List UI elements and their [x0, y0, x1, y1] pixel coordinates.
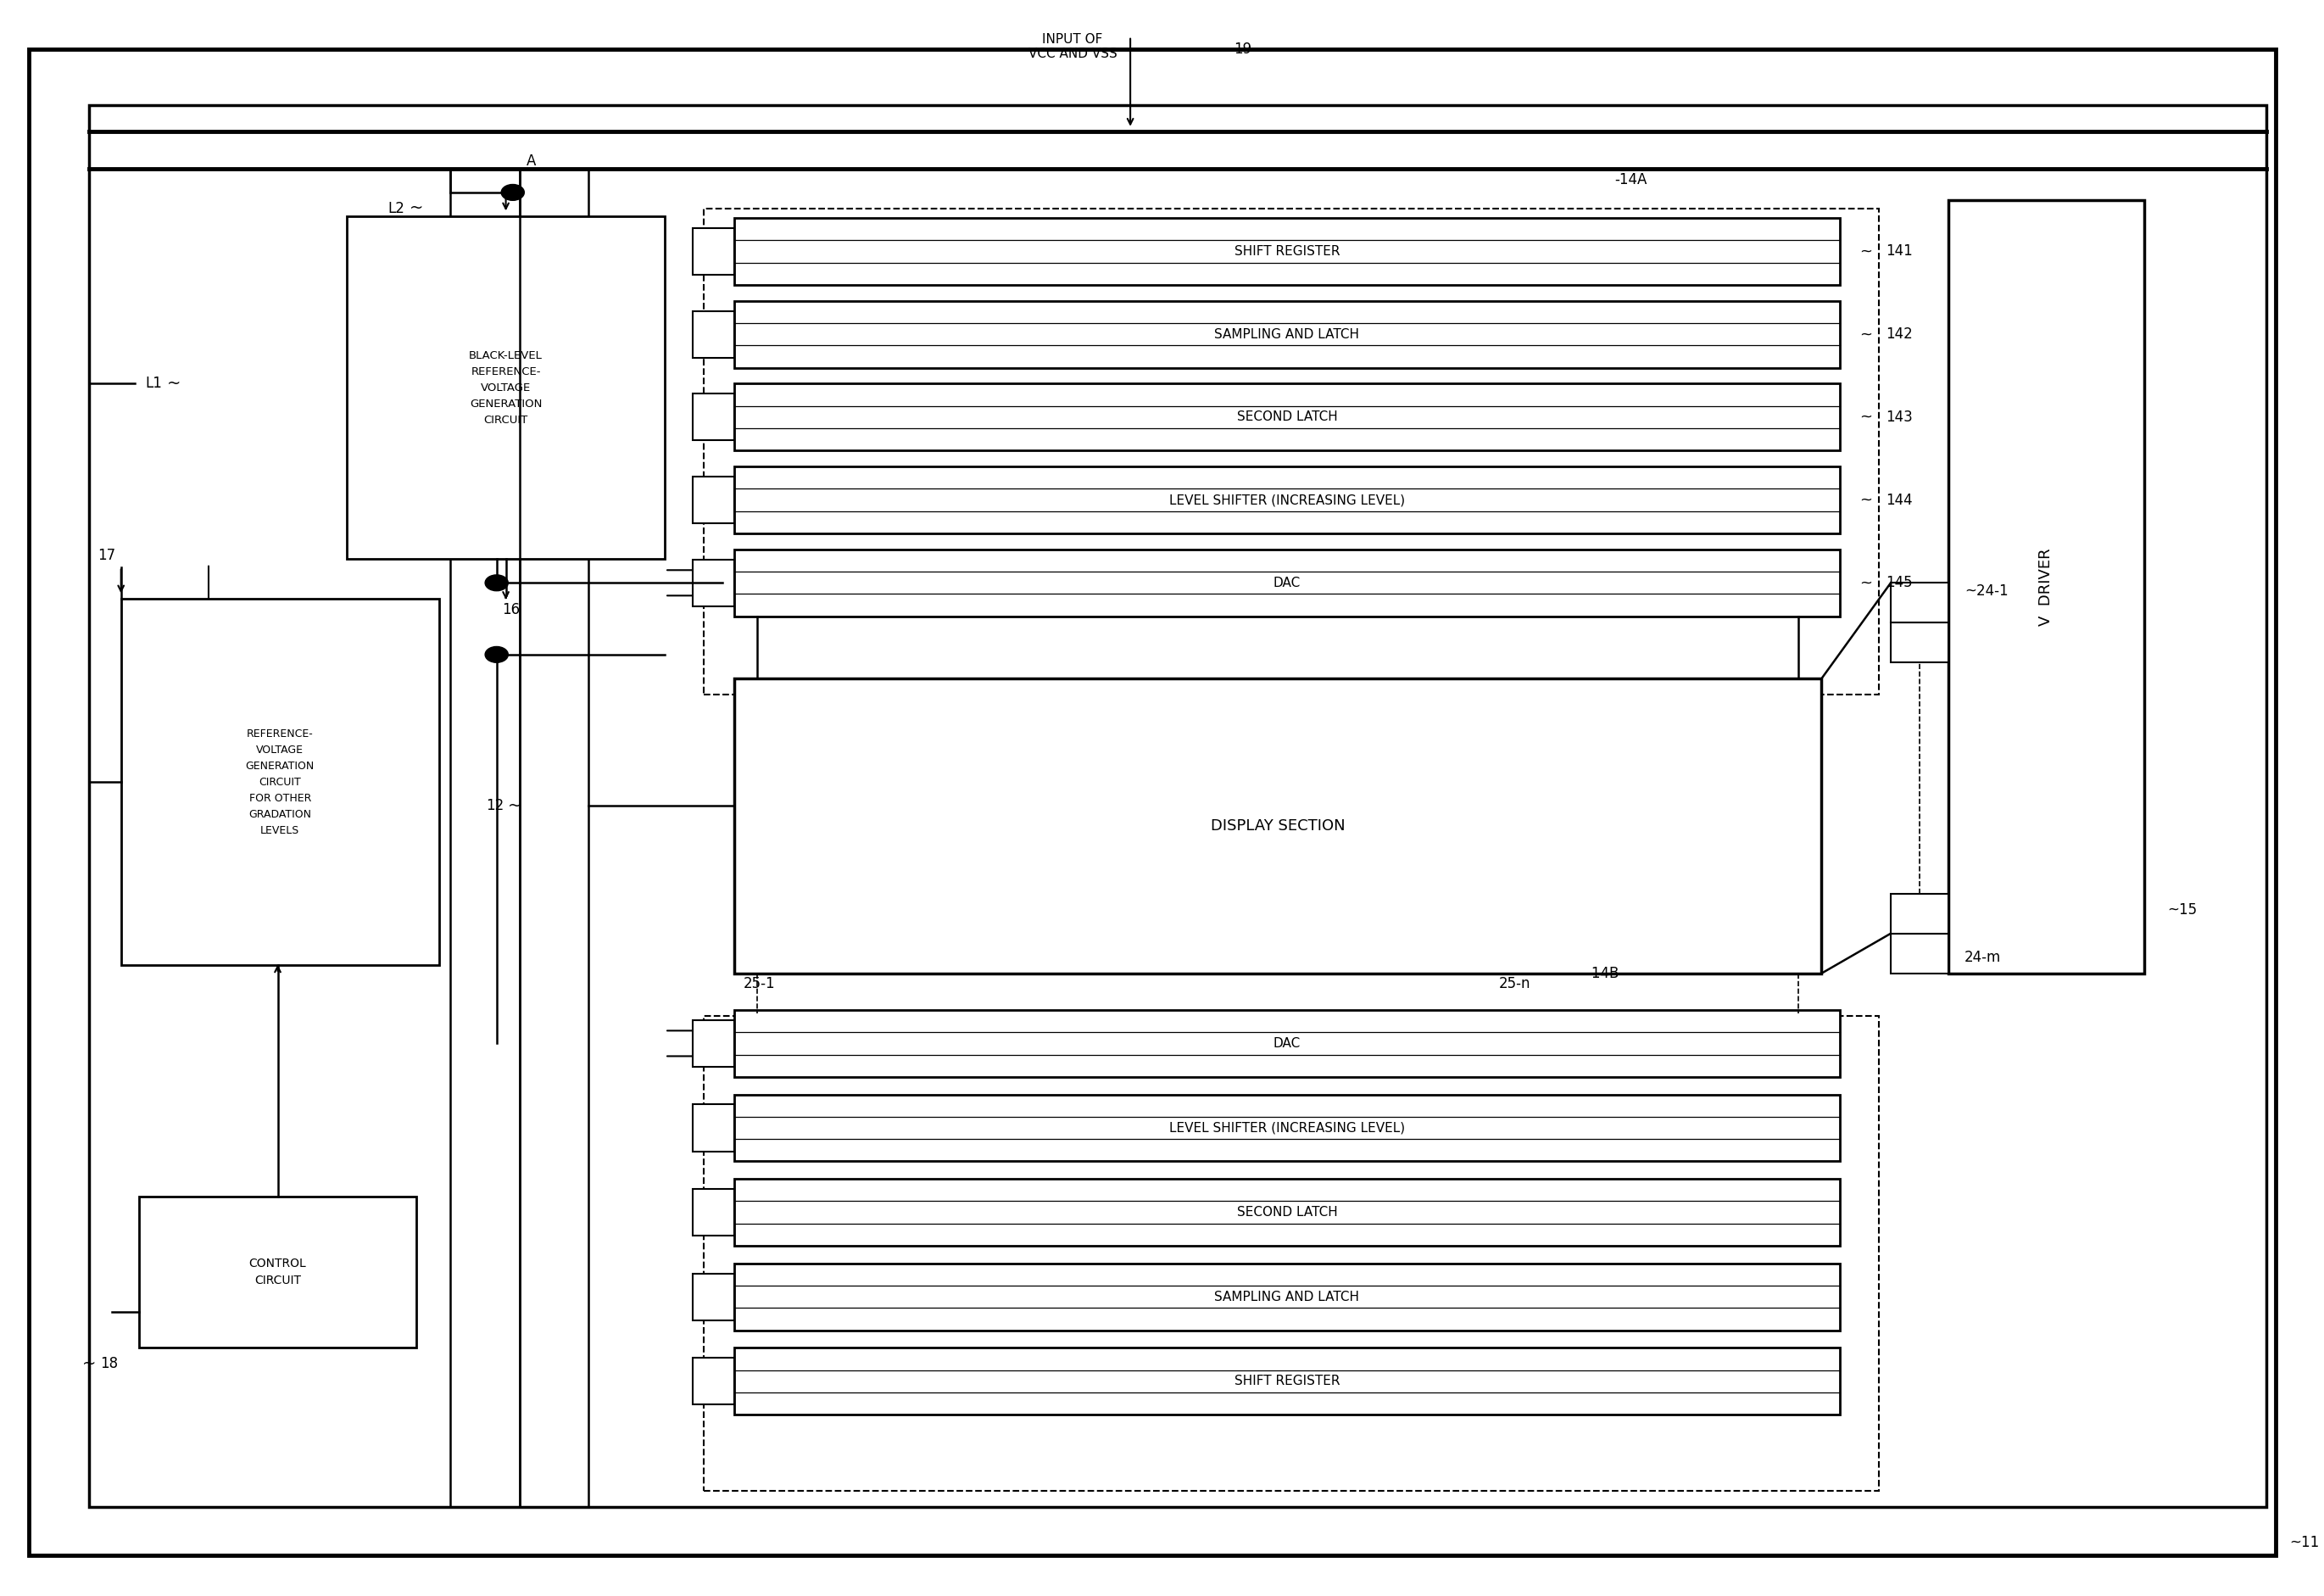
Text: 144: 144	[1887, 492, 1913, 508]
Text: 145: 145	[1887, 575, 1913, 591]
Bar	[693, 1189, 734, 1235]
Text: 17: 17	[98, 547, 116, 563]
Text: REFERENCE-
VOLTAGE
GENERATION
CIRCUIT
FOR OTHER
GRADATION
LEVELS: REFERENCE- VOLTAGE GENERATION CIRCUIT FO…	[246, 728, 314, 836]
Bar	[734, 1264, 1841, 1331]
Text: ~: ~	[509, 798, 523, 814]
Bar	[734, 1095, 1841, 1162]
Bar	[704, 209, 1880, 694]
Bar	[1892, 894, 1948, 934]
Text: ~11: ~11	[2289, 1535, 2319, 1550]
Text: SECOND LATCH: SECOND LATCH	[1236, 410, 1336, 423]
Bar	[693, 1104, 734, 1151]
Bar	[121, 598, 439, 966]
Text: ~24-1: ~24-1	[1964, 583, 2008, 598]
Text: LEVEL SHIFTER (INCREASING LEVEL): LEVEL SHIFTER (INCREASING LEVEL)	[1169, 493, 1406, 506]
Text: 16: 16	[502, 602, 521, 618]
Text: SHIFT REGISTER: SHIFT REGISTER	[1234, 1374, 1341, 1387]
Bar	[734, 549, 1841, 616]
Bar	[734, 1179, 1841, 1246]
Text: 142: 142	[1887, 327, 1913, 342]
Text: -14A: -14A	[1615, 172, 1648, 188]
Text: CONTROL
CIRCUIT: CONTROL CIRCUIT	[249, 1258, 307, 1286]
Bar	[734, 466, 1841, 533]
Text: 19: 19	[1234, 41, 1253, 56]
Bar	[1892, 622, 1948, 662]
Bar	[693, 1020, 734, 1066]
Text: SAMPLING AND LATCH: SAMPLING AND LATCH	[1215, 327, 1360, 340]
Text: ~15: ~15	[2168, 902, 2196, 918]
Text: V  DRIVER: V DRIVER	[2038, 547, 2054, 626]
Text: ~: ~	[1859, 327, 1873, 342]
Text: INPUT OF
VCC AND VSS: INPUT OF VCC AND VSS	[1027, 34, 1118, 61]
Bar	[1892, 934, 1948, 974]
Bar	[704, 1017, 1880, 1491]
Bar	[693, 1358, 734, 1404]
Text: LEVEL SHIFTER (INCREASING LEVEL): LEVEL SHIFTER (INCREASING LEVEL)	[1169, 1122, 1406, 1135]
Text: 12: 12	[486, 798, 504, 814]
Text: 24-m: 24-m	[1964, 950, 2001, 966]
Bar	[734, 219, 1841, 284]
Bar	[693, 1274, 734, 1320]
Bar	[734, 300, 1841, 367]
Text: ~: ~	[1859, 244, 1873, 259]
Text: SAMPLING AND LATCH: SAMPLING AND LATCH	[1215, 1291, 1360, 1304]
Text: ~: ~	[409, 200, 423, 217]
Bar	[734, 678, 1822, 974]
Text: BLACK-LEVEL
REFERENCE-
VOLTAGE
GENERATION
CIRCUIT: BLACK-LEVEL REFERENCE- VOLTAGE GENERATIO…	[469, 350, 544, 426]
Bar	[1948, 201, 2145, 974]
Text: 143: 143	[1887, 410, 1913, 425]
Text: ~: ~	[1859, 492, 1873, 508]
Text: DISPLAY SECTION: DISPLAY SECTION	[1211, 819, 1346, 833]
Text: ~: ~	[81, 1355, 95, 1373]
Text: SHIFT REGISTER: SHIFT REGISTER	[1234, 246, 1341, 257]
Text: 25-1: 25-1	[744, 977, 776, 991]
Bar	[139, 1197, 416, 1347]
Text: 141: 141	[1887, 244, 1913, 259]
Text: ~: ~	[1859, 410, 1873, 425]
Bar	[346, 217, 665, 559]
Text: DAC: DAC	[1274, 576, 1301, 589]
Bar	[734, 383, 1841, 450]
Text: 18: 18	[100, 1357, 119, 1371]
Text: -14B: -14B	[1587, 966, 1620, 982]
Text: ~: ~	[1859, 575, 1873, 591]
Bar	[693, 394, 734, 440]
Text: ~: ~	[167, 375, 181, 391]
Bar	[693, 477, 734, 523]
Text: SECOND LATCH: SECOND LATCH	[1236, 1207, 1336, 1219]
Text: L1: L1	[146, 377, 163, 391]
Bar	[693, 560, 734, 606]
Circle shape	[486, 646, 509, 662]
Text: A: A	[525, 153, 537, 169]
Circle shape	[502, 185, 525, 201]
Bar	[693, 311, 734, 358]
Circle shape	[486, 575, 509, 591]
Text: L2: L2	[388, 201, 404, 215]
Bar	[734, 1347, 1841, 1414]
Bar	[88, 105, 2266, 1507]
Bar	[1892, 583, 1948, 622]
Bar	[693, 228, 734, 275]
Text: DAC: DAC	[1274, 1037, 1301, 1050]
Text: 25-n: 25-n	[1499, 977, 1532, 991]
Bar	[734, 1010, 1841, 1077]
